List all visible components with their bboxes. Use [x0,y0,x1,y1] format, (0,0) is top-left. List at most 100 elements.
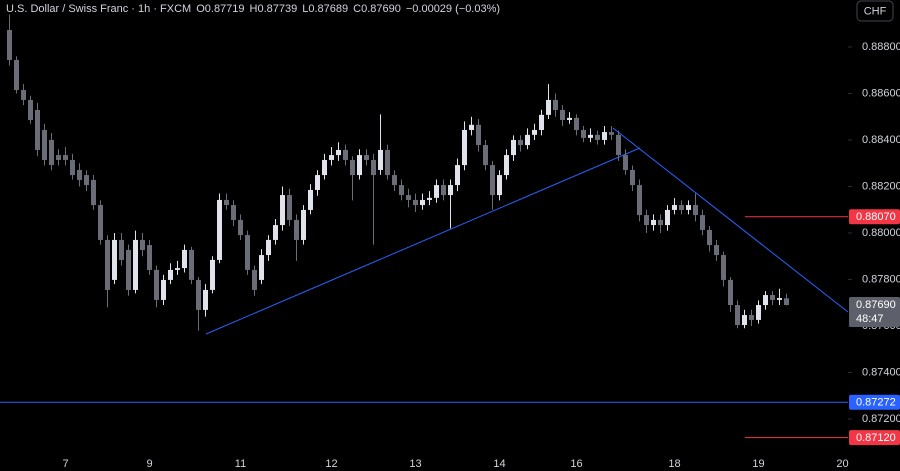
candle-body [434,185,439,198]
candle-body [651,219,656,226]
x-tick-label: 9 [146,458,152,470]
candle-body [357,155,362,176]
y-tick-label: 0.87400 [862,366,900,378]
legend: U.S. Dollar / Swiss Franc · 1h · FXCM O0.… [6,3,500,15]
x-tick-label: 19 [752,458,764,470]
candle-body [686,205,691,210]
countdown: 48:47 [856,313,884,325]
candle-body [35,109,40,150]
candle-body [693,205,698,216]
price-tag [849,394,900,410]
candle-body [476,124,481,146]
x-tick-label: 20 [836,458,848,470]
candle-body [49,139,54,166]
field-value: 0.87719 [204,3,245,15]
candle-body [14,59,19,90]
x-tick-label: 13 [409,458,421,470]
candle-body [231,205,236,220]
candle-body [259,255,264,280]
candle-body [119,239,124,260]
candle-body [763,295,768,306]
field-value: 0.87689 [308,3,349,15]
candle-body [714,245,719,256]
candle-body [490,165,495,196]
symbol-title: U.S. Dollar / Swiss Franc · 1h · FXCM [6,3,192,15]
candle-body [413,199,418,206]
candle-body [665,209,670,226]
candle-body [112,239,117,280]
candle-body [742,315,747,326]
candle-body [707,229,712,246]
candle-body [182,249,187,269]
candle-body [546,99,551,115]
field-value: 0.87739 [257,3,298,15]
candle-body [336,149,341,156]
candle-body [343,149,348,160]
candle-body [399,185,404,196]
candle-body [553,99,558,110]
candle-body [217,199,222,260]
candle-body [616,134,621,156]
candle-body [70,159,75,176]
candle-body [147,245,152,270]
field-key: C [353,3,362,15]
candle-body [371,159,376,176]
candle-body [497,175,502,196]
candle-body [126,249,131,290]
candle-body [350,159,355,176]
candle-body [77,169,82,180]
candle-body [189,249,194,280]
currency-label[interactable]: CHF [864,5,887,17]
candle-body [385,149,390,176]
change: −0.00029 (−0.03%) [405,3,501,15]
x-tick-label: 14 [493,458,505,470]
candle-body [539,114,544,130]
candle-body [140,239,145,250]
candle-body [133,239,138,290]
price-tag-label: 0.87690 [856,299,896,311]
candle-body [455,165,460,186]
candle-body [462,129,467,166]
price-tag [849,297,900,328]
candle-body [210,259,215,290]
candle-body [602,132,607,140]
candle-body [84,175,89,186]
candle-body [525,134,530,146]
candle-body [406,195,411,200]
candle-body [105,239,110,290]
candle-body [161,279,166,300]
candle-body [63,155,68,160]
y-tick-label: 0.88400 [862,134,900,146]
trend-line [612,127,849,313]
field-key: H [249,3,258,15]
candle-body [777,298,782,300]
candle-body [784,298,789,306]
x-tick-label: 12 [325,458,337,470]
candle-body [441,185,446,196]
candle-body [756,305,761,320]
candle-body [287,195,292,220]
candle-body [721,255,726,280]
candle-body [567,117,572,120]
y-tick-label: 0.88800 [862,41,900,53]
candle-body [532,129,537,135]
candle-body [392,175,397,186]
candle-body [679,205,684,210]
candle-body [770,295,775,300]
price-tag [849,209,900,225]
candle-body [91,179,96,206]
candle-body [518,139,523,146]
candle-body [427,197,432,200]
price-tag-label: 0.87120 [856,432,896,444]
candle-body [224,199,229,206]
trend-line [205,147,641,335]
field-key: O [196,3,205,15]
candle-body [7,29,12,60]
currency-button[interactable] [856,0,894,22]
price-tag [849,430,900,446]
candle-body [420,199,425,206]
candle-body [637,185,642,216]
candle-body [364,155,369,160]
